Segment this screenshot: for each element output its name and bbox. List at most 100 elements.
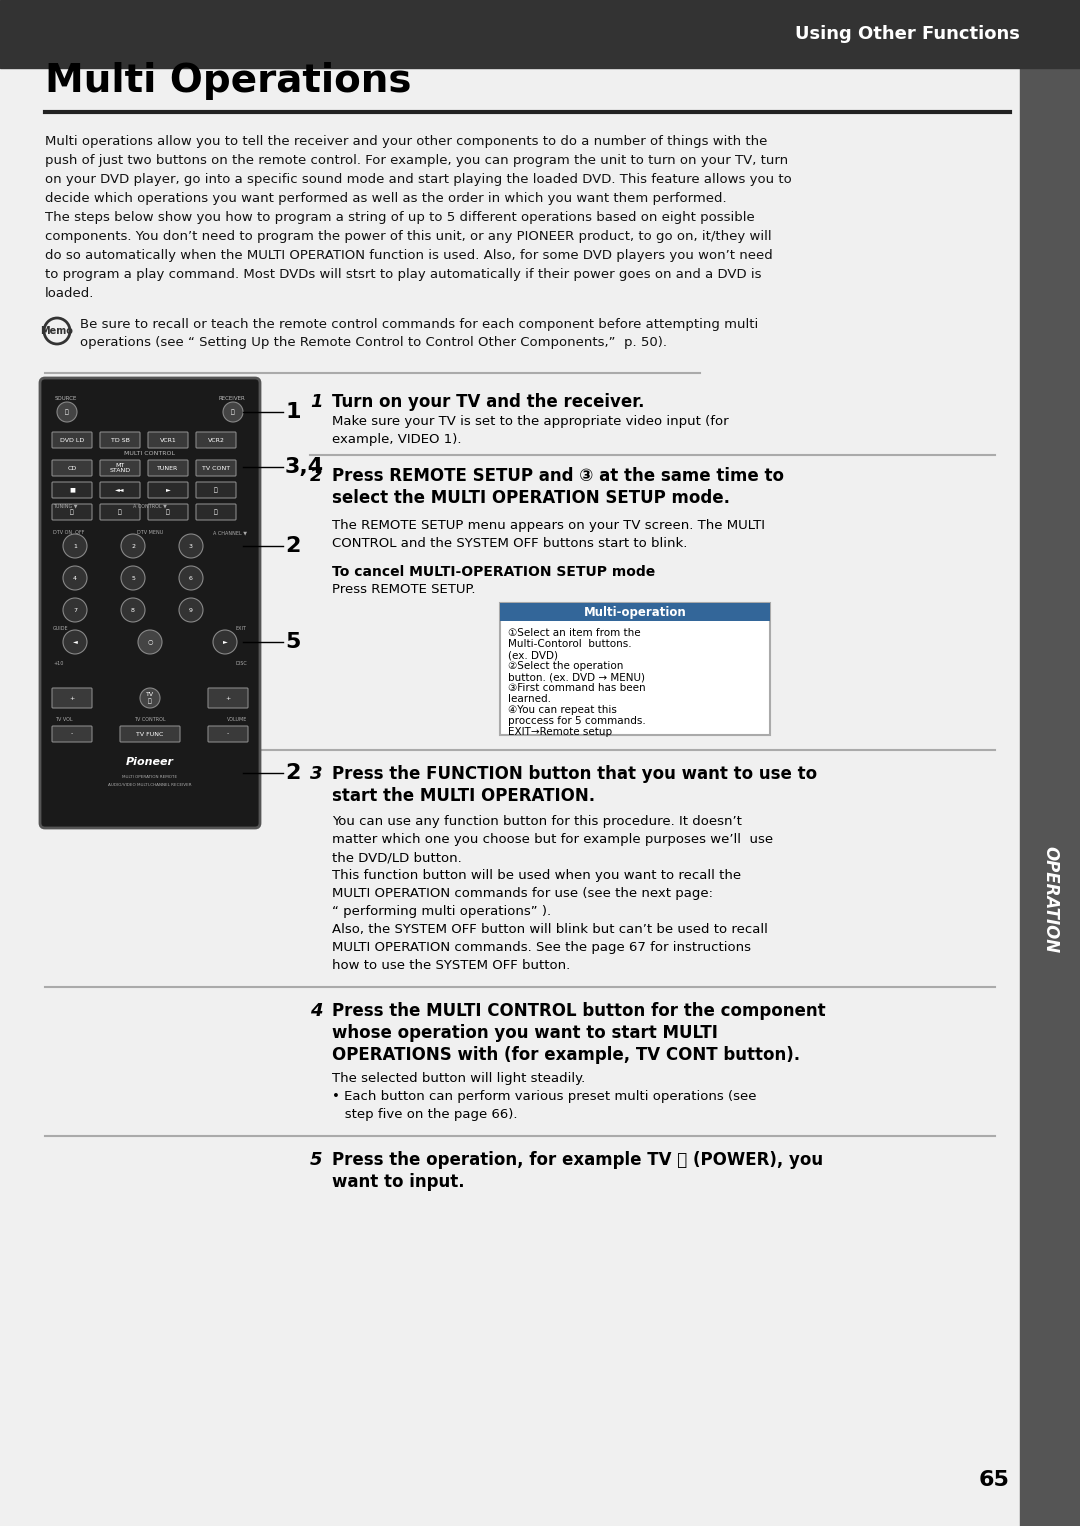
Text: • Each button can perform various preset multi operations (see: • Each button can perform various preset… xyxy=(332,1090,756,1103)
Text: TV FUNC: TV FUNC xyxy=(136,731,164,737)
Text: The REMOTE SETUP menu appears on your TV screen. The MULTI: The REMOTE SETUP menu appears on your TV… xyxy=(332,519,765,533)
Bar xyxy=(500,603,770,621)
FancyBboxPatch shape xyxy=(52,432,92,449)
Text: 1: 1 xyxy=(73,543,77,548)
Text: VOLUME: VOLUME xyxy=(227,717,247,722)
Text: CD: CD xyxy=(67,465,77,470)
Text: TUNER: TUNER xyxy=(158,465,178,470)
Text: This function button will be used when you want to recall the: This function button will be used when y… xyxy=(332,868,741,882)
Text: CONTROL and the SYSTEM OFF buttons start to blink.: CONTROL and the SYSTEM OFF buttons start… xyxy=(332,537,687,549)
Text: 3,4: 3,4 xyxy=(285,456,324,478)
Bar xyxy=(500,603,770,736)
Text: ②Select the operation: ②Select the operation xyxy=(508,661,623,671)
Text: select the MULTI OPERATION SETUP mode.: select the MULTI OPERATION SETUP mode. xyxy=(332,488,730,507)
Circle shape xyxy=(179,534,203,559)
Text: ④You can repeat this: ④You can repeat this xyxy=(508,705,617,716)
Text: 6: 6 xyxy=(189,575,193,580)
Text: ◄: ◄ xyxy=(72,639,78,644)
Text: +10: +10 xyxy=(53,661,64,665)
Circle shape xyxy=(121,598,145,623)
Text: +: + xyxy=(69,696,75,700)
FancyBboxPatch shape xyxy=(52,459,92,476)
Text: The selected button will light steadily.: The selected button will light steadily. xyxy=(332,1071,585,1085)
Text: Multi-operation: Multi-operation xyxy=(583,606,687,618)
Text: DTV ON  OFF: DTV ON OFF xyxy=(53,530,84,536)
Text: MULTI OPERATION REMOTE: MULTI OPERATION REMOTE xyxy=(122,775,177,778)
Text: how to use the SYSTEM OFF button.: how to use the SYSTEM OFF button. xyxy=(332,958,570,972)
Circle shape xyxy=(63,566,87,591)
Text: operations (see “ Setting Up the Remote Control to Control Other Components,”  p: operations (see “ Setting Up the Remote … xyxy=(80,336,667,349)
Text: MT
STAND: MT STAND xyxy=(109,462,131,473)
FancyBboxPatch shape xyxy=(52,688,92,708)
Text: -: - xyxy=(71,731,73,737)
Circle shape xyxy=(63,630,87,655)
FancyBboxPatch shape xyxy=(195,482,237,497)
Text: 2: 2 xyxy=(310,467,323,485)
Text: (ex. DVD): (ex. DVD) xyxy=(508,650,558,661)
Text: +: + xyxy=(226,696,231,700)
Text: Multi-Contorol  buttons.: Multi-Contorol buttons. xyxy=(508,639,632,649)
FancyBboxPatch shape xyxy=(148,482,188,497)
Text: decide which operations you want performed as well as the order in which you wan: decide which operations you want perform… xyxy=(45,192,727,204)
Text: to program a play command. Most DVDs will stsrt to play automatically if their p: to program a play command. Most DVDs wil… xyxy=(45,269,761,281)
Text: MULTI OPERATION commands for use (see the next page:: MULTI OPERATION commands for use (see th… xyxy=(332,887,713,900)
Text: RECEIVER: RECEIVER xyxy=(218,397,245,401)
Text: 4: 4 xyxy=(73,575,77,580)
Text: VCR1: VCR1 xyxy=(160,438,176,443)
Text: AUDIO/VIDEO MULTI-CHANNEL RECEIVER: AUDIO/VIDEO MULTI-CHANNEL RECEIVER xyxy=(108,783,192,787)
FancyBboxPatch shape xyxy=(195,459,237,476)
Text: 9: 9 xyxy=(189,607,193,612)
Text: SOURCE: SOURCE xyxy=(55,397,78,401)
Text: ⏪: ⏪ xyxy=(70,510,73,514)
Text: 2: 2 xyxy=(285,763,300,783)
FancyBboxPatch shape xyxy=(195,432,237,449)
Text: example, VIDEO 1).: example, VIDEO 1). xyxy=(332,433,461,446)
Text: Press the operation, for example TV ⏻ (POWER), you: Press the operation, for example TV ⏻ (P… xyxy=(332,1151,823,1169)
Text: Press REMOTE SETUP.: Press REMOTE SETUP. xyxy=(332,583,475,597)
Text: Multi operations allow you to tell the receiver and your other components to do : Multi operations allow you to tell the r… xyxy=(45,134,768,148)
Text: Press the MULTI CONTROL button for the component: Press the MULTI CONTROL button for the c… xyxy=(332,1003,825,1019)
Text: on your DVD player, go into a specific sound mode and start playing the loaded D: on your DVD player, go into a specific s… xyxy=(45,172,792,186)
Text: 8: 8 xyxy=(131,607,135,612)
FancyBboxPatch shape xyxy=(100,459,140,476)
Text: ③First command has been: ③First command has been xyxy=(508,684,646,693)
FancyBboxPatch shape xyxy=(100,432,140,449)
Text: DVD LD: DVD LD xyxy=(59,438,84,443)
Circle shape xyxy=(213,630,237,655)
Text: 4: 4 xyxy=(310,1003,323,1019)
Text: TV VOL: TV VOL xyxy=(55,717,72,722)
Text: 5: 5 xyxy=(310,1151,323,1169)
Text: do so automatically when the MULTI OPERATION function is used. Also, for some DV: do so automatically when the MULTI OPERA… xyxy=(45,249,773,262)
Text: You can use any function button for this procedure. It doesn’t: You can use any function button for this… xyxy=(332,815,742,829)
Text: ►: ► xyxy=(222,639,228,644)
Text: VCR2: VCR2 xyxy=(207,438,225,443)
Text: TV CONTROL: TV CONTROL xyxy=(134,717,166,722)
FancyBboxPatch shape xyxy=(120,726,180,742)
Text: DTV MENU: DTV MENU xyxy=(137,530,163,536)
FancyBboxPatch shape xyxy=(100,504,140,520)
Text: To cancel MULTI-OPERATION SETUP mode: To cancel MULTI-OPERATION SETUP mode xyxy=(332,565,656,578)
Text: Multi Operations: Multi Operations xyxy=(45,63,411,101)
Text: learned.: learned. xyxy=(508,694,551,703)
Text: ⏸: ⏸ xyxy=(214,487,218,493)
Bar xyxy=(0,0,1080,69)
Text: “ performing multi operations” ).: “ performing multi operations” ). xyxy=(332,905,551,919)
Text: 7: 7 xyxy=(73,607,77,612)
Bar xyxy=(1020,69,1080,1526)
Text: TUNING ▼: TUNING ▼ xyxy=(53,504,78,508)
Text: OPERATION: OPERATION xyxy=(1041,847,1059,954)
FancyBboxPatch shape xyxy=(148,459,188,476)
Text: ⏪: ⏪ xyxy=(166,510,170,514)
Text: step five on the page 66).: step five on the page 66). xyxy=(332,1108,517,1122)
Text: TV
⏻: TV ⏻ xyxy=(146,693,154,703)
Text: ⏻: ⏻ xyxy=(231,409,234,415)
Circle shape xyxy=(63,534,87,559)
Circle shape xyxy=(140,688,160,708)
FancyBboxPatch shape xyxy=(52,504,92,520)
Text: ①Select an item from the: ①Select an item from the xyxy=(508,629,640,638)
Text: want to input.: want to input. xyxy=(332,1173,464,1190)
Text: OPERATIONS with (for example, TV CONT button).: OPERATIONS with (for example, TV CONT bu… xyxy=(332,1045,800,1064)
Text: button. (ex. DVD → MENU): button. (ex. DVD → MENU) xyxy=(508,671,645,682)
Text: ⏻: ⏻ xyxy=(65,409,69,415)
Text: GUIDE: GUIDE xyxy=(53,626,69,630)
